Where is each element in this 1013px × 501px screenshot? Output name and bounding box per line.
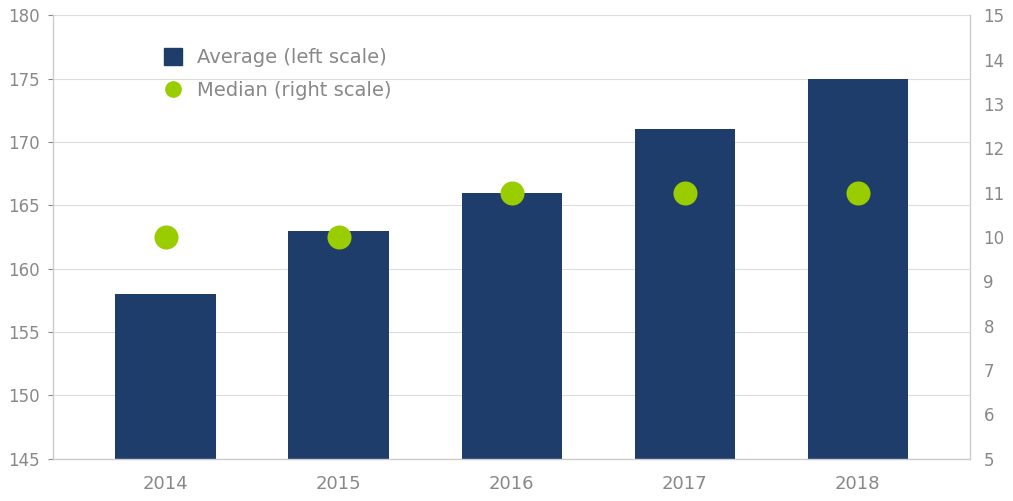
Point: [850, 189, 866, 197]
Point: [677, 189, 693, 197]
Point: [157, 233, 173, 241]
Bar: [289, 230, 389, 459]
Bar: [634, 129, 734, 459]
Bar: [807, 79, 908, 459]
Point: [503, 189, 520, 197]
Point: [330, 233, 346, 241]
Bar: [115, 294, 216, 459]
Bar: [462, 193, 562, 459]
Legend: Average (left scale), Median (right scale): Average (left scale), Median (right scal…: [155, 39, 401, 110]
